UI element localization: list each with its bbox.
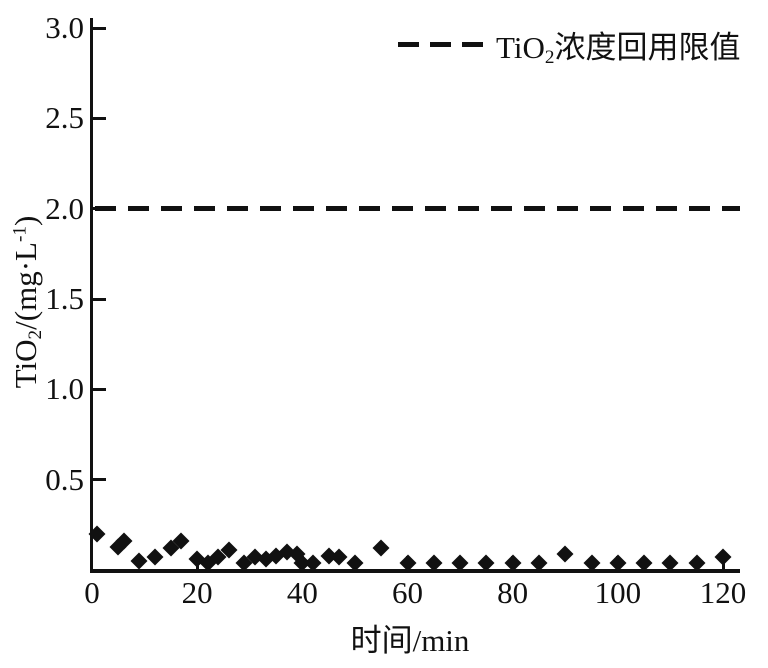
- legend-dashed-line-sample: [398, 42, 484, 47]
- data-point-diamond: [130, 552, 148, 570]
- y-tick-mark: [93, 478, 106, 482]
- data-point-diamond: [714, 548, 732, 566]
- y-axis-title-text3: ): [8, 215, 43, 227]
- y-axis-line: [90, 18, 93, 572]
- data-point-diamond: [146, 548, 164, 566]
- y-tick-label: 0.5: [45, 461, 84, 497]
- y-tick-label: 2.5: [45, 100, 84, 136]
- y-axis-title-text: TiO: [8, 339, 43, 389]
- y-tick-label: 1.0: [45, 371, 84, 407]
- y-tick-mark: [93, 26, 106, 30]
- y-tick-mark: [93, 297, 106, 301]
- y-tick-mark: [93, 387, 106, 391]
- x-tick-label: 0: [84, 575, 100, 610]
- y-axis-title-text2: /(mg·L: [8, 242, 43, 330]
- x-tick-label: 80: [497, 575, 529, 610]
- y-axis-title-superscript: -1: [9, 226, 31, 243]
- legend-label-text2: 浓度回用限值: [554, 30, 741, 65]
- legend-label-text: TiO: [496, 30, 545, 65]
- y-tick-mark: [93, 116, 106, 120]
- y-axis-title-subscript: 2: [24, 329, 46, 340]
- x-axis-line: [90, 569, 740, 573]
- x-tick-label: 40: [286, 575, 318, 610]
- y-tick-label: 3.0: [45, 10, 84, 45]
- x-tick-label: 120: [699, 575, 747, 610]
- legend-label: TiO2浓度回用限值: [496, 22, 740, 67]
- data-point-diamond: [372, 539, 390, 557]
- y-tick-label: 2.0: [45, 190, 84, 226]
- x-axis-title: 时间/min: [350, 623, 470, 658]
- x-tick-label: 60: [392, 575, 423, 610]
- limit-dashed-line: [95, 206, 740, 212]
- x-tick-label: 100: [594, 575, 642, 610]
- x-tick-label: 20: [181, 575, 213, 610]
- data-point-diamond: [556, 545, 574, 563]
- y-tick-label: 1.5: [45, 281, 84, 316]
- y-axis-title: TiO2/(mg·L-1): [8, 215, 46, 389]
- legend-label-subscript: 2: [544, 46, 555, 68]
- legend: TiO2浓度回用限值: [398, 22, 740, 67]
